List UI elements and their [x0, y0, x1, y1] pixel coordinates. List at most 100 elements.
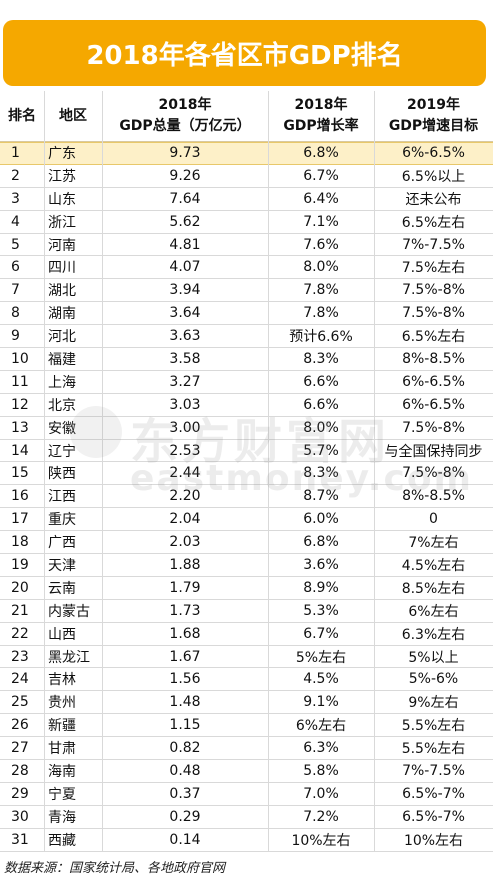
table-row: 22 山西 1.68 6.7% 6.3%左右	[0, 623, 493, 646]
rank-cell: 22	[11, 625, 29, 642]
growth-cell: 7.1%	[303, 213, 339, 230]
rank-cell: 14	[11, 442, 29, 459]
rank-cell: 20	[11, 579, 29, 596]
header-gdp-year: 2018年	[158, 97, 212, 113]
rank-cell: 10	[11, 350, 29, 367]
growth-cell: 9.1%	[303, 694, 339, 711]
gdp-cell: 2.44	[169, 465, 201, 482]
growth-cell: 8.9%	[303, 579, 339, 596]
column-divider	[374, 91, 375, 851]
table-row: 1 广东 9.73 6.8% 6%-6.5%	[0, 142, 493, 165]
growth-cell: 10%左右	[291, 832, 351, 849]
growth-cell: 8.0%	[303, 259, 339, 276]
header-growth-label: GDP增长率	[283, 118, 359, 134]
rank-cell: 19	[11, 556, 29, 573]
growth-cell: 6.4%	[303, 190, 339, 207]
region-cell: 上海	[48, 374, 76, 391]
gdp-cell: 9.26	[169, 167, 201, 184]
rank-cell: 13	[11, 419, 29, 436]
gdp-cell: 3.27	[169, 373, 201, 390]
gdp-cell: 2.03	[169, 534, 201, 551]
header-growth-year: 2018年	[294, 97, 348, 113]
region-cell: 福建	[48, 351, 76, 368]
gdp-cell: 1.73	[169, 602, 201, 619]
growth-cell: 6.6%	[303, 373, 339, 390]
growth-cell: 6.6%	[303, 396, 339, 413]
target-cell: 7%左右	[408, 535, 459, 552]
column-divider	[44, 91, 45, 851]
growth-cell: 8.3%	[303, 350, 339, 367]
region-cell: 黑龙江	[48, 649, 90, 666]
table-row: 20 云南 1.79 8.9% 8.5%左右	[0, 577, 493, 600]
table-row: 8 湖南 3.64 7.8% 7.5%-8%	[0, 302, 493, 326]
region-cell: 安徽	[48, 420, 76, 437]
rank-cell: 29	[11, 785, 29, 802]
header-target: 2019年 GDP增速目标	[374, 91, 493, 141]
rank-cell: 2	[11, 167, 20, 184]
rank-cell: 17	[11, 511, 29, 528]
region-cell: 广东	[48, 146, 76, 163]
rank-cell: 1	[11, 145, 20, 162]
target-cell: 6.5%左右	[401, 329, 466, 346]
table-row: 9 河北 3.63 预计6.6% 6.5%左右	[0, 325, 493, 349]
gdp-cell: 1.67	[169, 648, 201, 665]
target-cell: 8%-8.5%	[402, 488, 465, 505]
rank-cell: 9	[11, 328, 20, 345]
growth-cell: 6.7%	[303, 167, 339, 184]
region-cell: 西藏	[48, 832, 76, 849]
region-cell: 河南	[48, 237, 76, 254]
rank-cell: 18	[11, 534, 29, 551]
gdp-cell: 4.07	[169, 259, 201, 276]
page-title: 2018年各省区市GDP排名	[86, 40, 403, 71]
target-cell: 6%左右	[408, 603, 459, 620]
gdp-cell: 2.04	[169, 511, 201, 528]
rank-cell: 6	[11, 259, 20, 276]
table-row: 13 安徽 3.00 8.0% 7.5%-8%	[0, 417, 493, 440]
header-gdp: 2018年 GDP总量（万亿元）	[102, 91, 268, 141]
header-target-label: GDP增速目标	[388, 118, 479, 134]
region-cell: 辽宁	[48, 443, 76, 460]
gdp-cell: 3.00	[169, 419, 201, 436]
target-cell: 7.5%-8%	[402, 419, 465, 436]
target-cell: 6%-6.5%	[402, 373, 465, 390]
growth-cell: 7.8%	[303, 282, 339, 299]
table-row: 29 宁夏 0.37 7.0% 6.5%-7%	[0, 783, 493, 806]
table-row: 19 天津 1.88 3.6% 4.5%左右	[0, 554, 493, 577]
region-cell: 海南	[48, 763, 76, 780]
rank-cell: 28	[11, 762, 29, 779]
growth-cell: 6.8%	[303, 534, 339, 551]
table-row: 14 辽宁 2.53 5.7% 与全国保持同步	[0, 440, 493, 463]
growth-cell: 6.0%	[303, 511, 339, 528]
table-row: 2 江苏 9.26 6.7% 6.5%以上	[0, 165, 493, 188]
table-row: 30 青海 0.29 7.2% 6.5%-7%	[0, 806, 493, 829]
rank-cell: 15	[11, 465, 29, 482]
region-cell: 吉林	[48, 672, 76, 689]
growth-cell: 7.6%	[303, 236, 339, 253]
target-cell: 10%左右	[403, 832, 464, 849]
region-cell: 河北	[48, 329, 76, 346]
growth-cell: 8.3%	[303, 465, 339, 482]
region-cell: 宁夏	[48, 786, 76, 803]
gdp-cell: 7.64	[169, 190, 201, 207]
region-cell: 新疆	[48, 718, 76, 735]
table-row: 16 江西 2.20 8.7% 8%-8.5%	[0, 485, 493, 509]
gdp-cell: 3.03	[169, 396, 201, 413]
region-cell: 天津	[48, 557, 76, 574]
table-row: 6 四川 4.07 8.0% 7.5%左右	[0, 256, 493, 280]
rank-cell: 21	[11, 602, 29, 619]
gdp-cell: 3.63	[169, 328, 201, 345]
gdp-cell: 0.82	[169, 740, 201, 757]
region-cell: 云南	[48, 580, 76, 597]
gdp-cell: 0.37	[169, 785, 201, 802]
growth-cell: 7.2%	[303, 808, 339, 825]
data-source-note: 数据来源：国家统计局、各地政府官网	[4, 861, 226, 876]
gdp-cell: 1.68	[169, 625, 201, 642]
title-banner: 2018年各省区市GDP排名	[3, 20, 486, 86]
growth-cell: 6.8%	[303, 145, 339, 162]
rank-cell: 30	[11, 808, 29, 825]
table-row: 18 广西 2.03 6.8% 7%左右	[0, 531, 493, 555]
target-cell: 6.3%左右	[401, 626, 466, 643]
gdp-cell: 2.53	[169, 442, 201, 459]
header-region: 地区	[59, 107, 87, 124]
rank-cell: 23	[11, 648, 29, 665]
